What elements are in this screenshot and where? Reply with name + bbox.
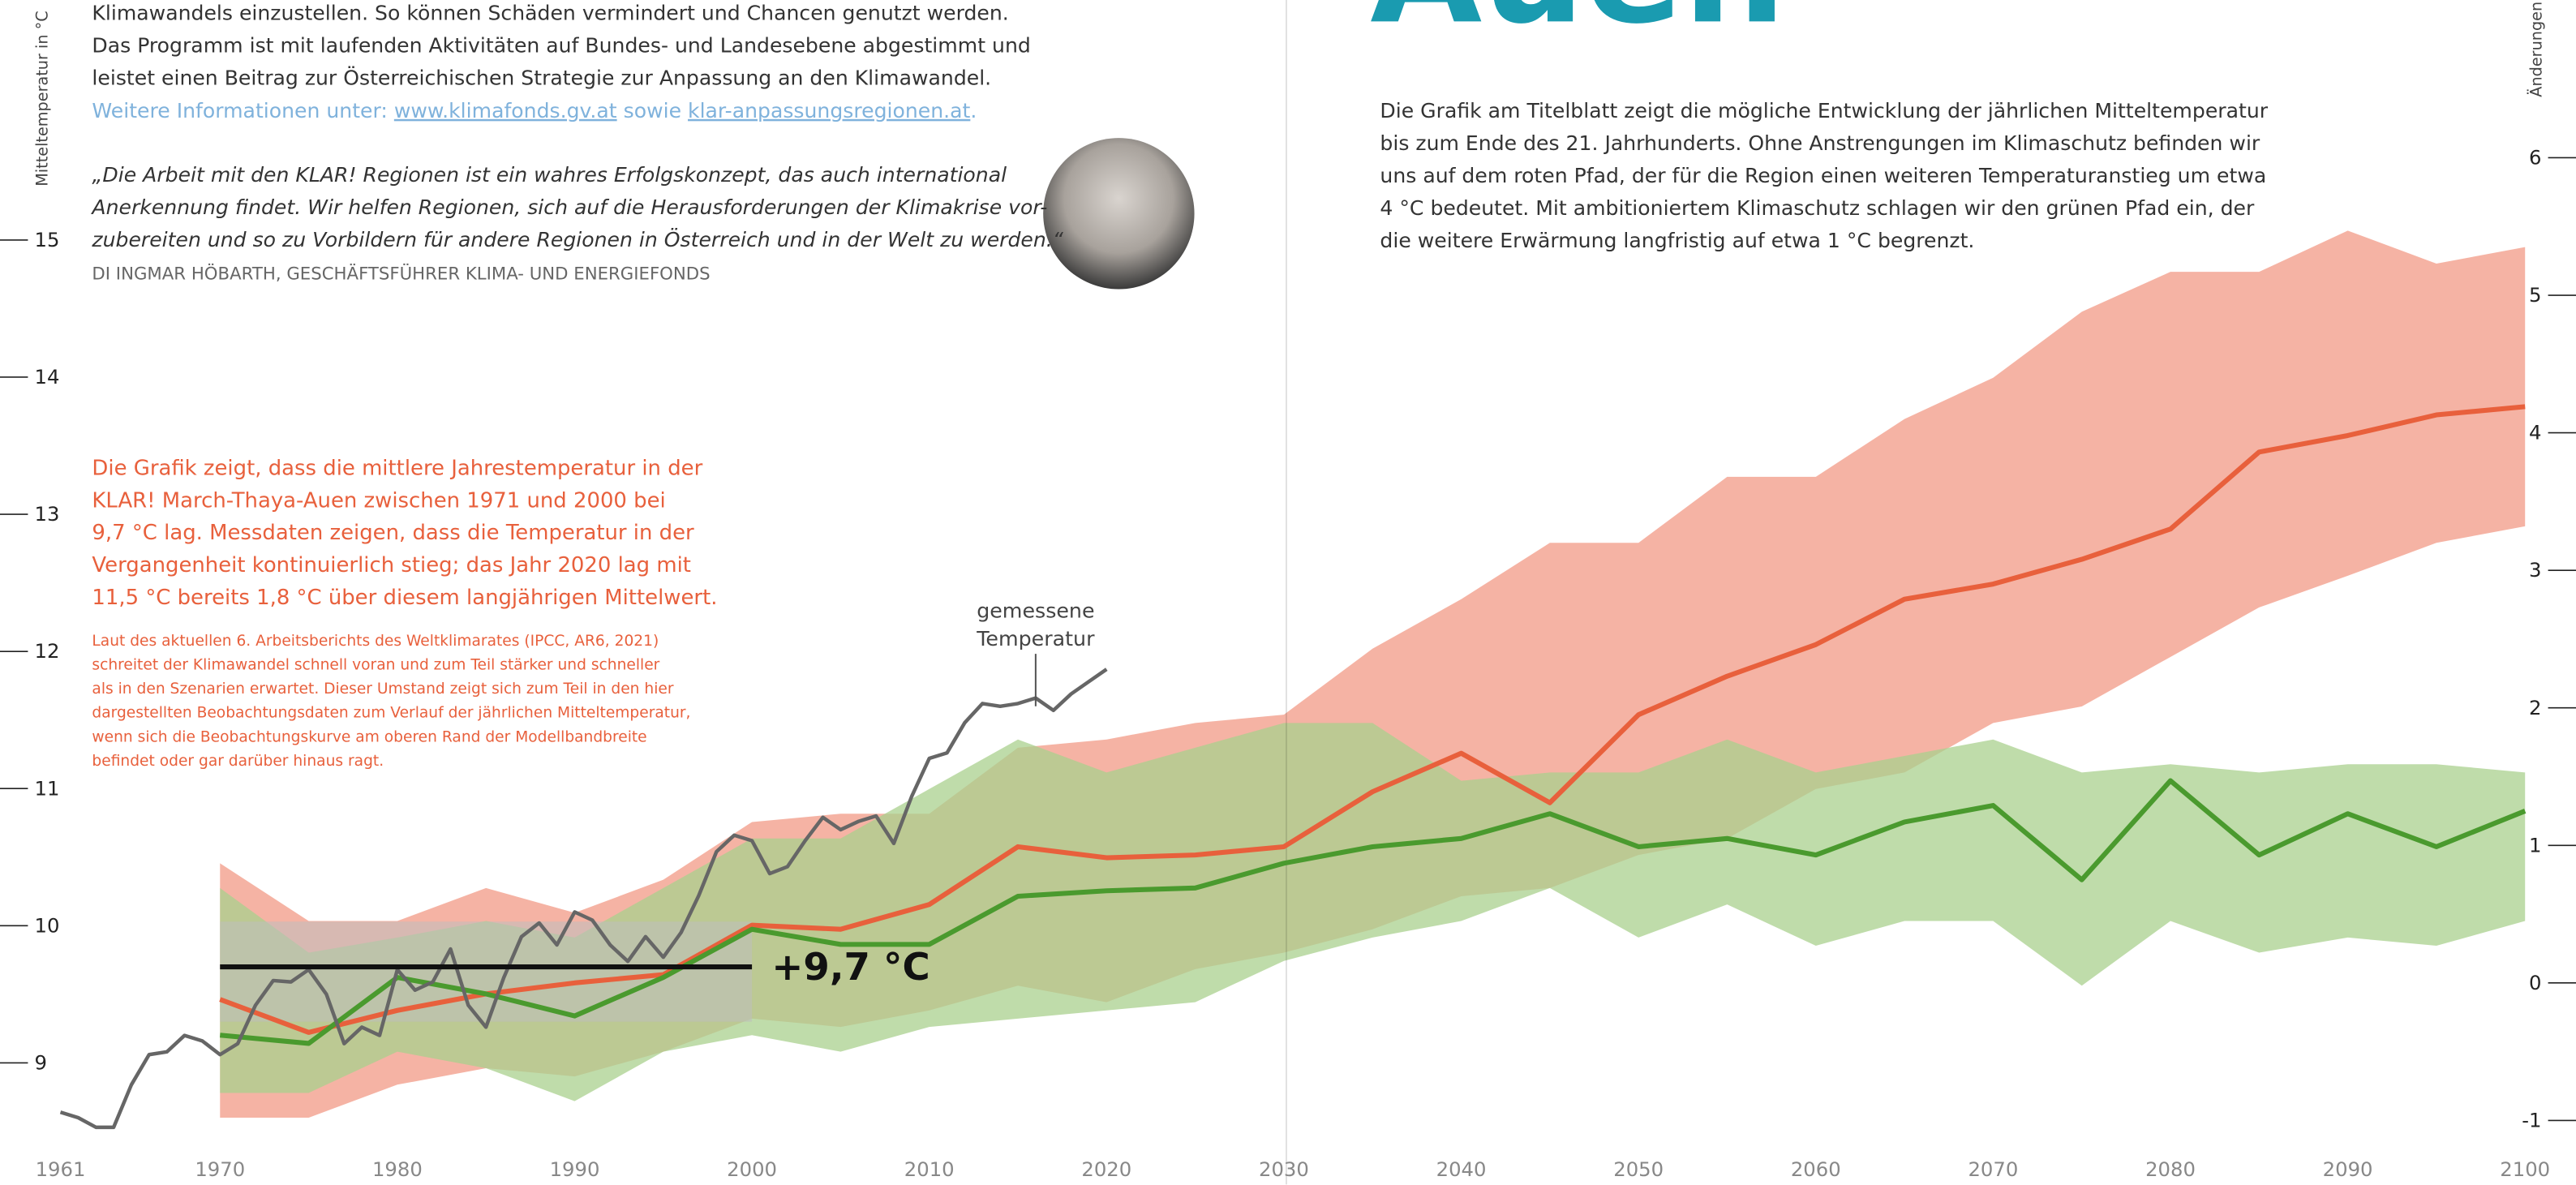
y2-tick-label: 6 (2529, 146, 2541, 170)
y-tick-label: 9 (35, 1050, 47, 1074)
x-tick-label: 2010 (904, 1157, 955, 1181)
summary-text: Die Grafik zeigt, dass die mittlere Jahr… (92, 456, 702, 480)
x-tick-label: 2070 (1968, 1157, 2018, 1181)
y2-tick-label: 1 (2529, 833, 2541, 857)
body-text: Klimawandels einzustellen. So können Sch… (92, 1, 1008, 24)
quote-text: „Die Arbeit mit den KLAR! Regionen ist e… (92, 163, 1007, 187)
annotation-text: gemessene (977, 599, 1094, 623)
note-text: wenn sich die Beobachtungskurve am obere… (92, 728, 646, 745)
y2-tick-label: 4 (2529, 421, 2541, 444)
x-tick-label: 2060 (1791, 1157, 1841, 1181)
x-tick-label: 2090 (2323, 1157, 2373, 1181)
body-text: Die Grafik am Titelblatt zeigt die mögli… (1380, 99, 2268, 122)
body-text: bis zum Ende des 21. Jahrhunderts. Ohne … (1380, 131, 2260, 155)
y2-tick-label: 5 (2529, 283, 2541, 307)
summary-text: 9,7 °C lag. Messdaten zeigen, dass die T… (92, 521, 694, 545)
y-tick-label: 11 (35, 776, 60, 800)
note-text: Laut des aktuellen 6. Arbeitsberichts de… (92, 633, 659, 650)
y2-tick-label: 3 (2529, 558, 2541, 582)
x-tick-label: 2000 (727, 1157, 777, 1181)
y2-tick-label: 0 (2529, 971, 2541, 994)
info-line: Weitere Informationen unter: www.klimafo… (92, 99, 977, 122)
x-tick-label: 2100 (2500, 1157, 2550, 1181)
x-tick-label: 2040 (1436, 1157, 1487, 1181)
body-text: die weitere Erwärmung langfristig auf et… (1380, 229, 1974, 252)
x-tick-label: 1970 (195, 1157, 245, 1181)
body-text: uns auf dem roten Pfad, der für die Regi… (1380, 164, 2266, 187)
note-text: befindet oder gar darüber hinaus ragt. (92, 753, 384, 770)
info-text: . (970, 99, 977, 122)
x-tick-label: 2080 (2145, 1157, 2196, 1181)
quote-text: Anerkennung findet. Wir helfen Regionen,… (90, 195, 1047, 219)
link[interactable]: www.klimafonds.gv.at (394, 99, 617, 122)
page: +9,7 °CgemesseneTemperatur 9101112131415… (0, 0, 2576, 1185)
summary-text: KLAR! March-Thaya-Auen zwischen 1971 und… (92, 488, 665, 513)
x-tick-label: 1980 (372, 1157, 423, 1181)
brochure-spread: +9,7 °CgemesseneTemperatur 9101112131415… (0, 0, 2576, 1185)
link[interactable]: klar-anpassungsregionen.at (688, 99, 970, 122)
annotation-text: Temperatur (976, 627, 1095, 650)
y-axis-title: Mitteltemperatur in °C (33, 11, 52, 186)
y2-axis-title: Änderungen (2527, 2, 2545, 97)
page-title: Auen (1370, 0, 1786, 56)
x-tick-label: 2020 (1081, 1157, 1131, 1181)
x-tick-label: 2050 (1613, 1157, 1664, 1181)
note-text: dargestellten Beobachtungsdaten zum Verl… (92, 705, 690, 722)
y2-tick-label: -1 (2522, 1108, 2541, 1131)
summary-text: 11,5 °C bereits 1,8 °C über diesem langj… (92, 586, 717, 610)
info-text: Weitere Informationen unter: (92, 99, 393, 122)
body-text: leistet einen Beitrag zur Österreichisch… (92, 67, 991, 90)
summary-text: Vergangenheit kontinuierlich stieg; das … (92, 553, 691, 577)
x-tick-label: 1990 (550, 1157, 600, 1181)
portrait-photo (1043, 138, 1194, 289)
x-tick-label: 2030 (1259, 1157, 1309, 1181)
x-tick-label: 1961 (36, 1157, 86, 1181)
quote-text: zubereiten und so zu Vorbildern für ande… (91, 228, 1063, 251)
y2-tick-label: 2 (2529, 696, 2541, 719)
info-text: sowie (617, 99, 688, 122)
y-tick-label: 10 (35, 913, 60, 937)
y-tick-label: 12 (35, 639, 60, 663)
note-text: als in den Szenarien erwartet. Dieser Um… (92, 681, 673, 698)
reference-label: +9,7 °C (771, 945, 930, 989)
y-tick-label: 15 (35, 228, 60, 251)
note-text: schreitet der Klimawandel schnell voran … (92, 657, 659, 674)
body-text: 4 °C bedeutet. Mit ambitioniertem Klimas… (1380, 196, 2255, 220)
body-text: Das Programm ist mit laufenden Aktivität… (92, 33, 1030, 57)
y-tick-label: 14 (35, 365, 60, 389)
y-tick-label: 13 (35, 502, 60, 526)
quote-attribution: DI INGMAR HÖBARTH, GESCHÄFTSFÜHRER KLIMA… (92, 263, 710, 284)
